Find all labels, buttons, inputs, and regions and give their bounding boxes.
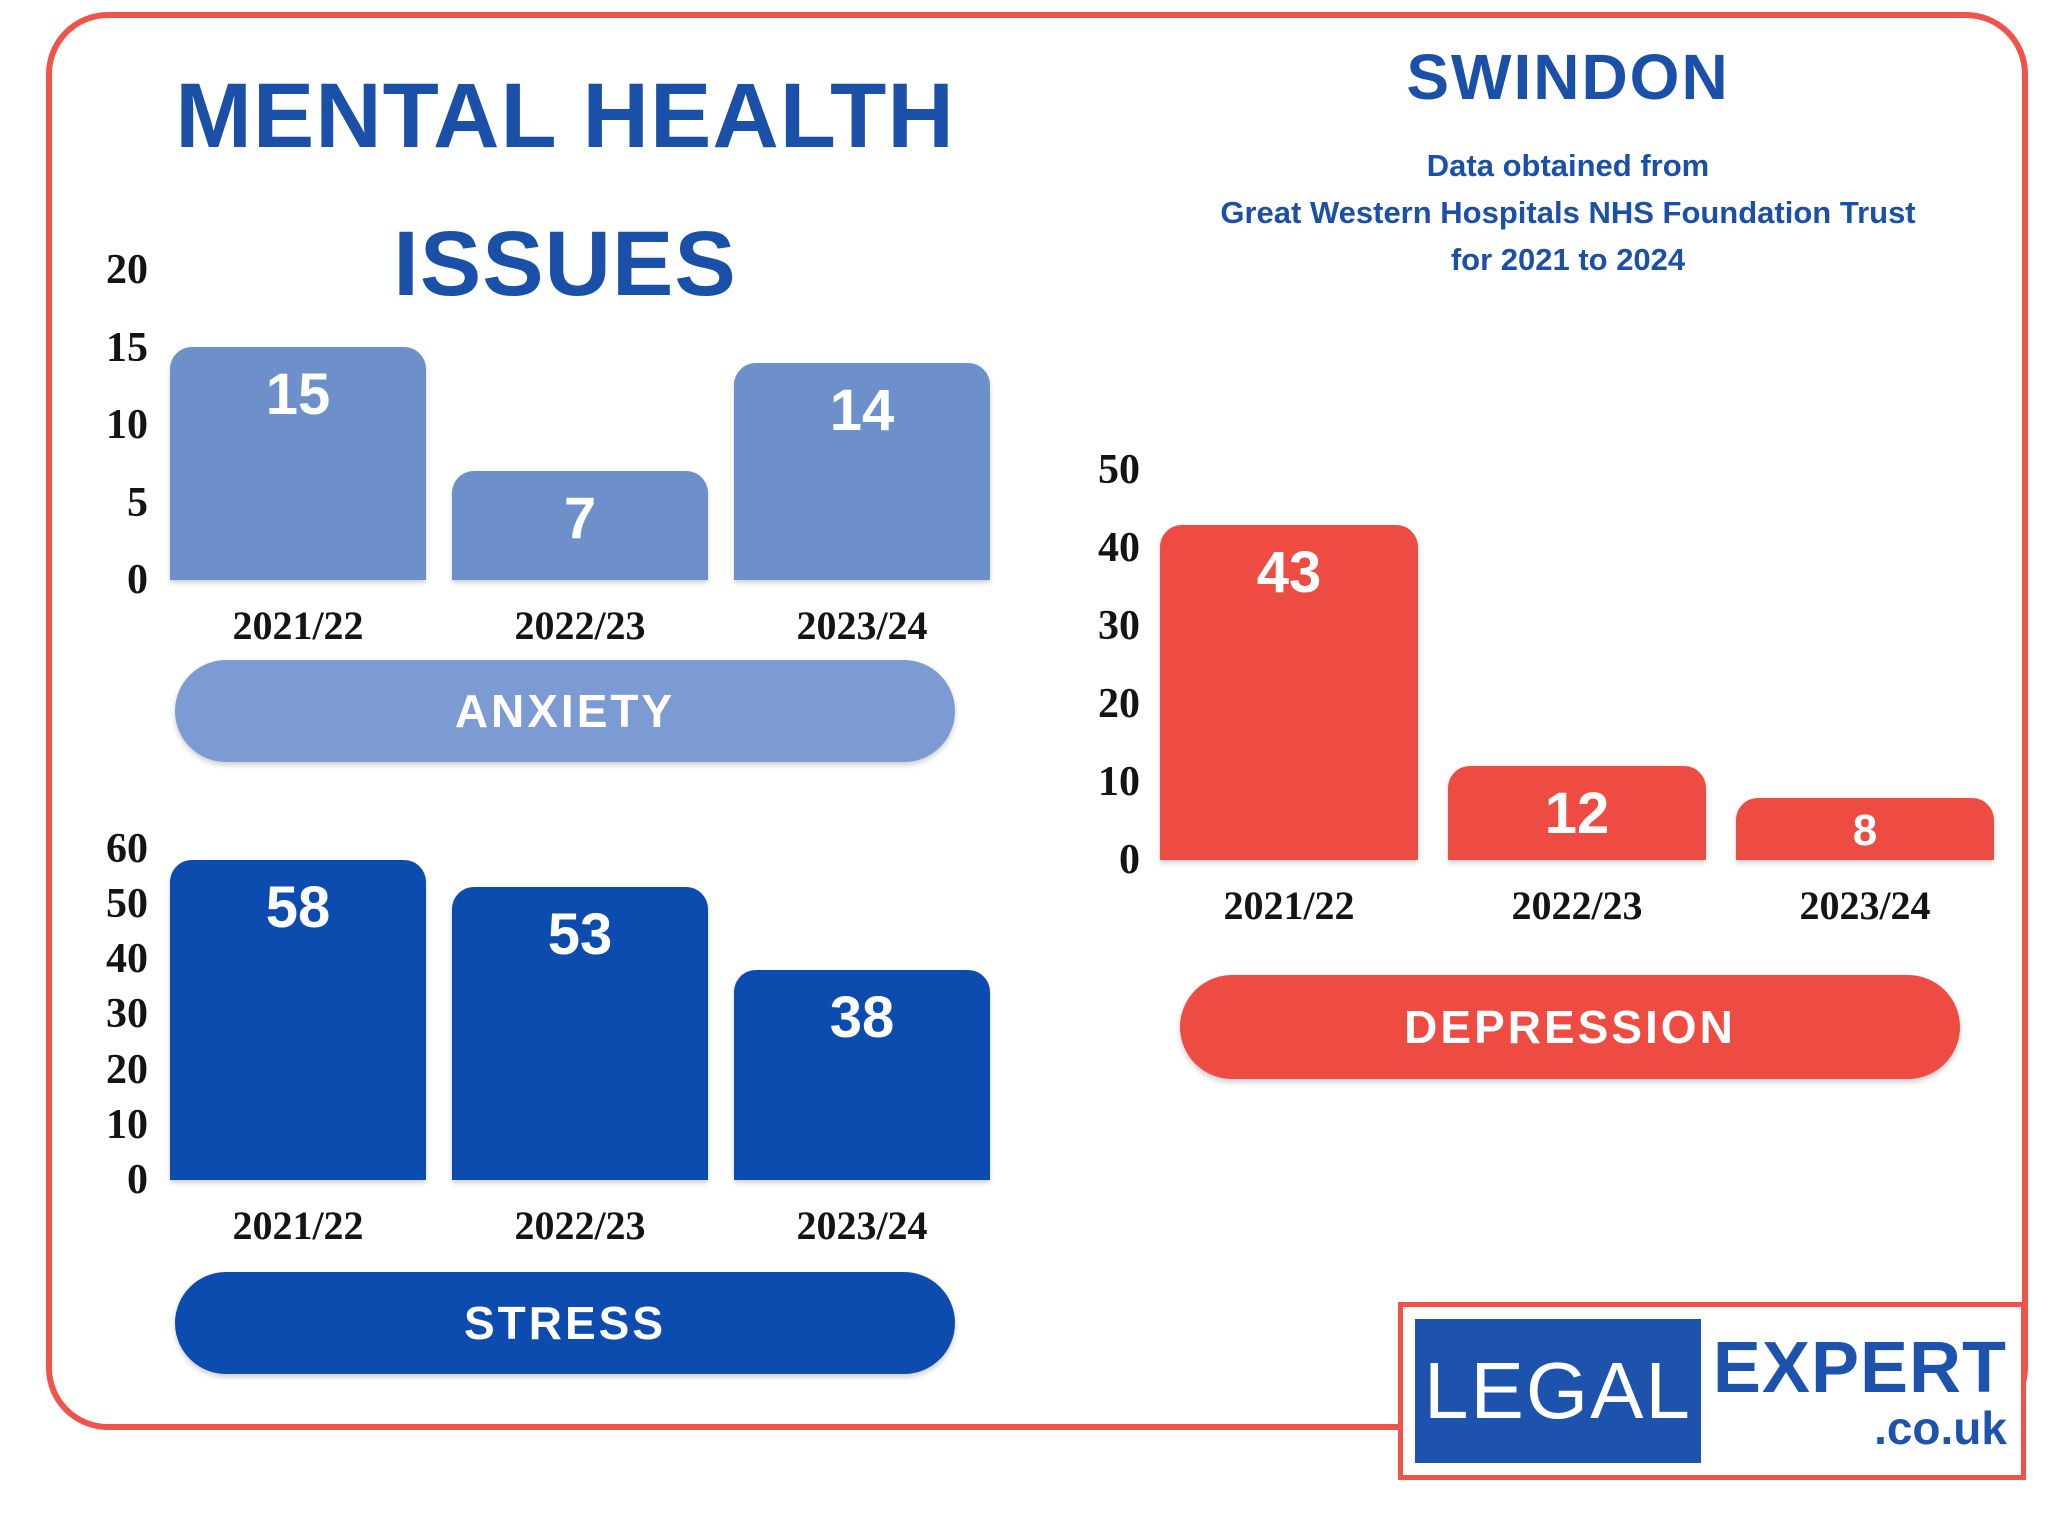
bar-value-label: 38: [829, 985, 895, 1050]
x-axis-label: 2023/24: [1799, 883, 1931, 928]
bar-value-label: 58: [265, 875, 331, 940]
page-title-line1: MENTAL HEALTH: [175, 65, 955, 167]
logo-legal-block: LEGAL: [1415, 1319, 1701, 1463]
x-axis-label: 2022/23: [514, 1203, 646, 1248]
page-title: MENTAL HEALTH ISSUES: [165, 42, 965, 338]
logo-right-block: EXPERT .co.uk: [1713, 1307, 2021, 1475]
y-axis-tick: 15: [106, 324, 148, 371]
bar-depression-2023/24: 8: [1736, 798, 1994, 860]
x-axis-label: 2021/22: [1223, 883, 1355, 928]
stress-category-pill: STRESS: [175, 1272, 955, 1374]
x-axis-label: 2023/24: [796, 1203, 928, 1248]
bar-value-label: 15: [265, 362, 331, 427]
x-axis-label: 2022/23: [1511, 883, 1643, 928]
depression-category-pill: DEPRESSION: [1180, 975, 1960, 1079]
bar-stress-2022/23: 53: [452, 887, 708, 1180]
logo-couk-text: .co.uk: [1874, 1402, 2007, 1454]
y-axis-tick: 5: [127, 479, 148, 526]
bar-stress-2021/22: 58: [170, 860, 426, 1180]
y-axis-tick: 20: [106, 247, 148, 293]
y-axis-tick: 30: [106, 991, 148, 1038]
bar-value-label: 43: [1256, 540, 1322, 605]
y-axis-tick: 0: [127, 557, 148, 603]
bar-value-label: 8: [1852, 806, 1878, 855]
y-axis-tick: 10: [106, 402, 148, 448]
bar-anxiety-2022/23: 7: [452, 471, 708, 580]
bar-depression-2021/22: 43: [1160, 525, 1418, 860]
page-title-line2: ISSUES: [393, 213, 737, 315]
x-axis-label: 2022/23: [514, 603, 646, 648]
x-axis-label: 2021/22: [232, 1203, 364, 1248]
y-axis-tick: 0: [127, 1157, 148, 1203]
y-axis-tick: 40: [1098, 525, 1140, 571]
anxiety-chart: 20 15 10 5 0 15 2021/22 7 2022/23 14 2023/24 ANXIET…: [70, 247, 1000, 790]
y-axis-tick: 10: [1098, 759, 1140, 805]
x-axis-label: 2021/22: [232, 603, 364, 648]
bar-depression-2022/23: 12: [1448, 766, 1706, 860]
stress-chart: 60 50 40 30 20 10 0 58 2021/22 53 2022/23 38 2023/24…: [70, 826, 1000, 1400]
data-source-line2: Great Western Hospitals NHS Foundation T…: [1220, 195, 1916, 230]
y-axis-tick: 60: [106, 825, 148, 872]
y-axis-tick: 40: [106, 936, 148, 983]
bar-anxiety-2023/24: 14: [734, 363, 990, 580]
anxiety-category-pill: ANXIETY: [175, 660, 955, 762]
y-axis-tick: 20: [106, 1046, 148, 1093]
bar-value-label: 12: [1544, 781, 1610, 846]
bar-anxiety-2021/22: 15: [170, 347, 426, 580]
x-axis-label: 2023/24: [796, 603, 928, 648]
bar-value-label: 14: [829, 378, 895, 443]
bar-stress-2023/24: 38: [734, 970, 990, 1180]
y-axis-tick: 30: [1098, 603, 1140, 649]
logo-expert-text: EXPERT: [1712, 1328, 2007, 1408]
y-axis-tick: 50: [1098, 447, 1140, 493]
bar-value-label: 7: [563, 486, 597, 551]
data-source-line1: Data obtained from: [1426, 148, 1710, 183]
legal-expert-logo: LEGAL EXPERT .co.uk: [1398, 1302, 2026, 1480]
outer-border-frame: [46, 12, 2028, 1430]
depression-chart: 50 40 30 20 10 0 43 2021/22 12 2022/23 8 2023/24 DEP…: [1060, 447, 2020, 1100]
y-axis-tick: 50: [106, 881, 148, 927]
bar-value-label: 53: [547, 902, 613, 967]
data-source-line3: for 2021 to 2024: [1450, 242, 1686, 277]
y-axis-tick: 10: [106, 1101, 148, 1148]
region-heading: SWINDON: [1406, 41, 1730, 113]
y-axis-tick: 0: [1119, 837, 1140, 883]
data-source-note: Data obtained from Great Western Hospita…: [1098, 142, 2038, 283]
y-axis-tick: 20: [1098, 681, 1140, 727]
